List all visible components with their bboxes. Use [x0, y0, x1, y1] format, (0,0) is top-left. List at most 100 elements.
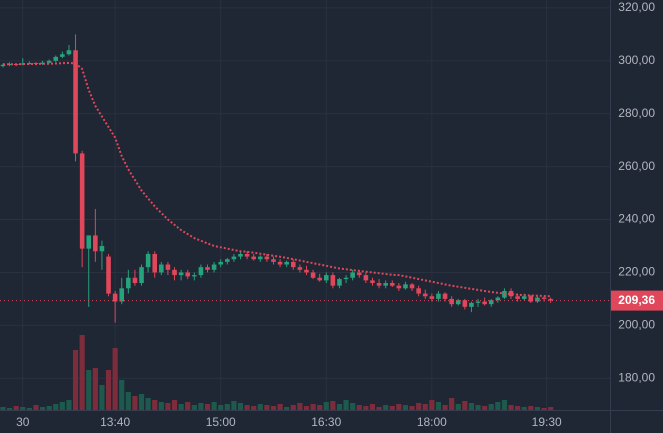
candle-body	[469, 302, 474, 307]
volume-bar	[264, 405, 270, 410]
candle-body	[0, 64, 6, 67]
volume-bar	[409, 406, 415, 410]
candle-body	[515, 296, 520, 299]
volume-bar	[396, 404, 402, 410]
candle-body	[244, 253, 250, 257]
candle-body	[422, 293, 428, 297]
candle-body	[159, 264, 164, 273]
y-tick-label: 300,00	[618, 53, 655, 67]
candle-body	[178, 272, 184, 276]
candle-body	[185, 272, 191, 277]
volume-bar	[303, 406, 310, 410]
volume-bar	[237, 403, 244, 410]
candle-body	[225, 259, 230, 262]
x-tick-label: 30	[16, 415, 30, 429]
candle-body	[442, 293, 448, 299]
x-tick-label: 13:40	[100, 415, 130, 429]
volume-bar	[119, 380, 125, 410]
volume-bar	[277, 404, 283, 410]
volume-bar	[257, 404, 263, 410]
volume-bar	[350, 403, 356, 410]
volume-bar	[363, 406, 369, 410]
candle-body	[112, 293, 118, 302]
candle-body	[66, 50, 72, 55]
volume-bar	[488, 404, 494, 410]
volume-bar	[26, 408, 32, 410]
volume-bar	[59, 402, 65, 410]
candle-body	[106, 256, 111, 294]
candle-body	[27, 62, 32, 64]
candle-body	[521, 296, 527, 299]
volume-bar	[0, 407, 6, 410]
candle-body	[488, 300, 494, 305]
y-tick-label: 200,00	[618, 318, 655, 332]
candle-body	[205, 267, 210, 270]
volume-bar	[501, 400, 508, 410]
volume-bar	[376, 407, 382, 410]
candle-body	[363, 275, 369, 281]
volume-bar	[158, 402, 164, 410]
volume-bar	[105, 370, 112, 410]
volume-bar	[6, 408, 13, 410]
candle-body	[548, 298, 553, 301]
volume-bar	[152, 400, 158, 410]
volume-bar	[323, 402, 329, 410]
volume-bar	[435, 402, 442, 410]
candle-body	[389, 283, 395, 286]
volume-bar	[231, 401, 237, 410]
volume-bar	[515, 406, 521, 410]
x-tick-label: 19:30	[532, 415, 562, 429]
candle-body	[198, 267, 204, 276]
volume-bar	[244, 405, 250, 410]
x-tick-label: 15:00	[206, 415, 236, 429]
candle-body	[192, 275, 197, 277]
candle-body	[449, 298, 454, 305]
volume-bar	[185, 402, 191, 410]
volume-bar	[356, 405, 362, 410]
volume-bar	[270, 406, 277, 410]
candle-body	[251, 256, 256, 260]
candle-body	[231, 256, 237, 260]
volume-bar	[13, 406, 19, 410]
candle-body	[535, 297, 540, 302]
candle-body	[403, 284, 408, 289]
candle-body	[436, 293, 441, 299]
last-price-box	[611, 290, 663, 311]
volume-bar	[218, 405, 224, 410]
volume-bar	[79, 335, 85, 410]
volume-bar	[317, 405, 323, 410]
y-tick-label: 280,00	[618, 106, 655, 120]
volume-bar	[389, 406, 395, 410]
volume-bar	[66, 400, 72, 410]
candle-body	[172, 269, 177, 276]
candle-body	[317, 277, 322, 281]
average-line	[3, 61, 551, 298]
volume-bar	[39, 407, 46, 410]
volume-bar	[534, 407, 541, 410]
volume-bar	[284, 407, 290, 410]
candle-body	[73, 50, 78, 154]
volume-bar	[165, 403, 171, 410]
candle-body	[119, 288, 125, 302]
y-tick-label: 220,00	[618, 265, 655, 279]
candle-body	[409, 284, 415, 289]
volume-bar	[482, 406, 488, 410]
candle-body	[350, 272, 355, 278]
candle-body	[462, 300, 468, 307]
volume-bar	[383, 405, 389, 410]
volume-bar	[145, 398, 151, 410]
candle-body	[356, 272, 362, 276]
candle-body	[383, 283, 388, 286]
volume-bar	[92, 368, 98, 410]
volume-bar	[198, 403, 204, 410]
candle-body	[257, 256, 263, 260]
candle-body	[7, 64, 12, 66]
candle-body	[310, 272, 316, 278]
last-price-label: 209,36	[618, 293, 655, 307]
candle-body	[46, 60, 52, 63]
candle-body	[218, 261, 224, 265]
candle-body	[211, 264, 217, 270]
candle-body	[79, 153, 85, 249]
candle-body	[40, 62, 45, 65]
candle-body	[20, 63, 26, 65]
